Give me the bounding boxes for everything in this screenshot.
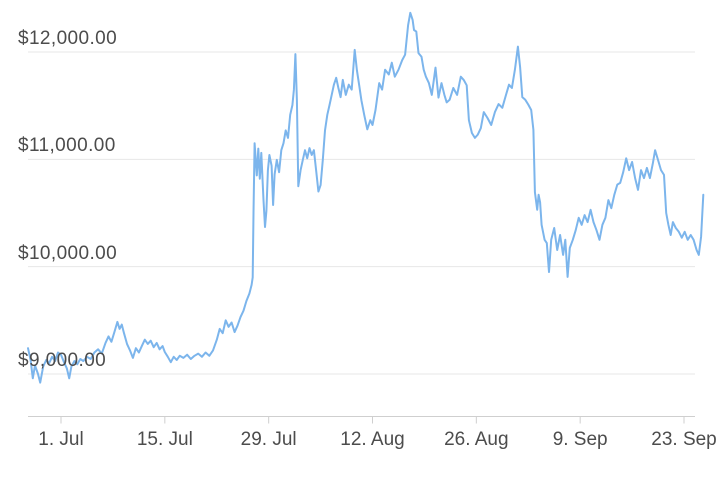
- y-axis-label: $11,000.00: [18, 135, 116, 157]
- x-axis-label: 23. Sep: [651, 429, 717, 450]
- x-axis-label: 29. Jul: [240, 429, 297, 450]
- x-axis-label: 1. Jul: [38, 429, 84, 450]
- x-axis-label: 9. Sep: [552, 429, 608, 450]
- y-axis-label: $12,000.00: [18, 28, 118, 49]
- x-axis-label: 15. Jul: [136, 429, 193, 450]
- y-axis-label: $9,000.00: [18, 350, 107, 371]
- x-axis-label: 26. Aug: [444, 429, 509, 450]
- price-series-line: [27, 11, 705, 384]
- y-axis-label: $10,000.00: [18, 242, 118, 264]
- x-axis-label: 12. Aug: [340, 429, 405, 450]
